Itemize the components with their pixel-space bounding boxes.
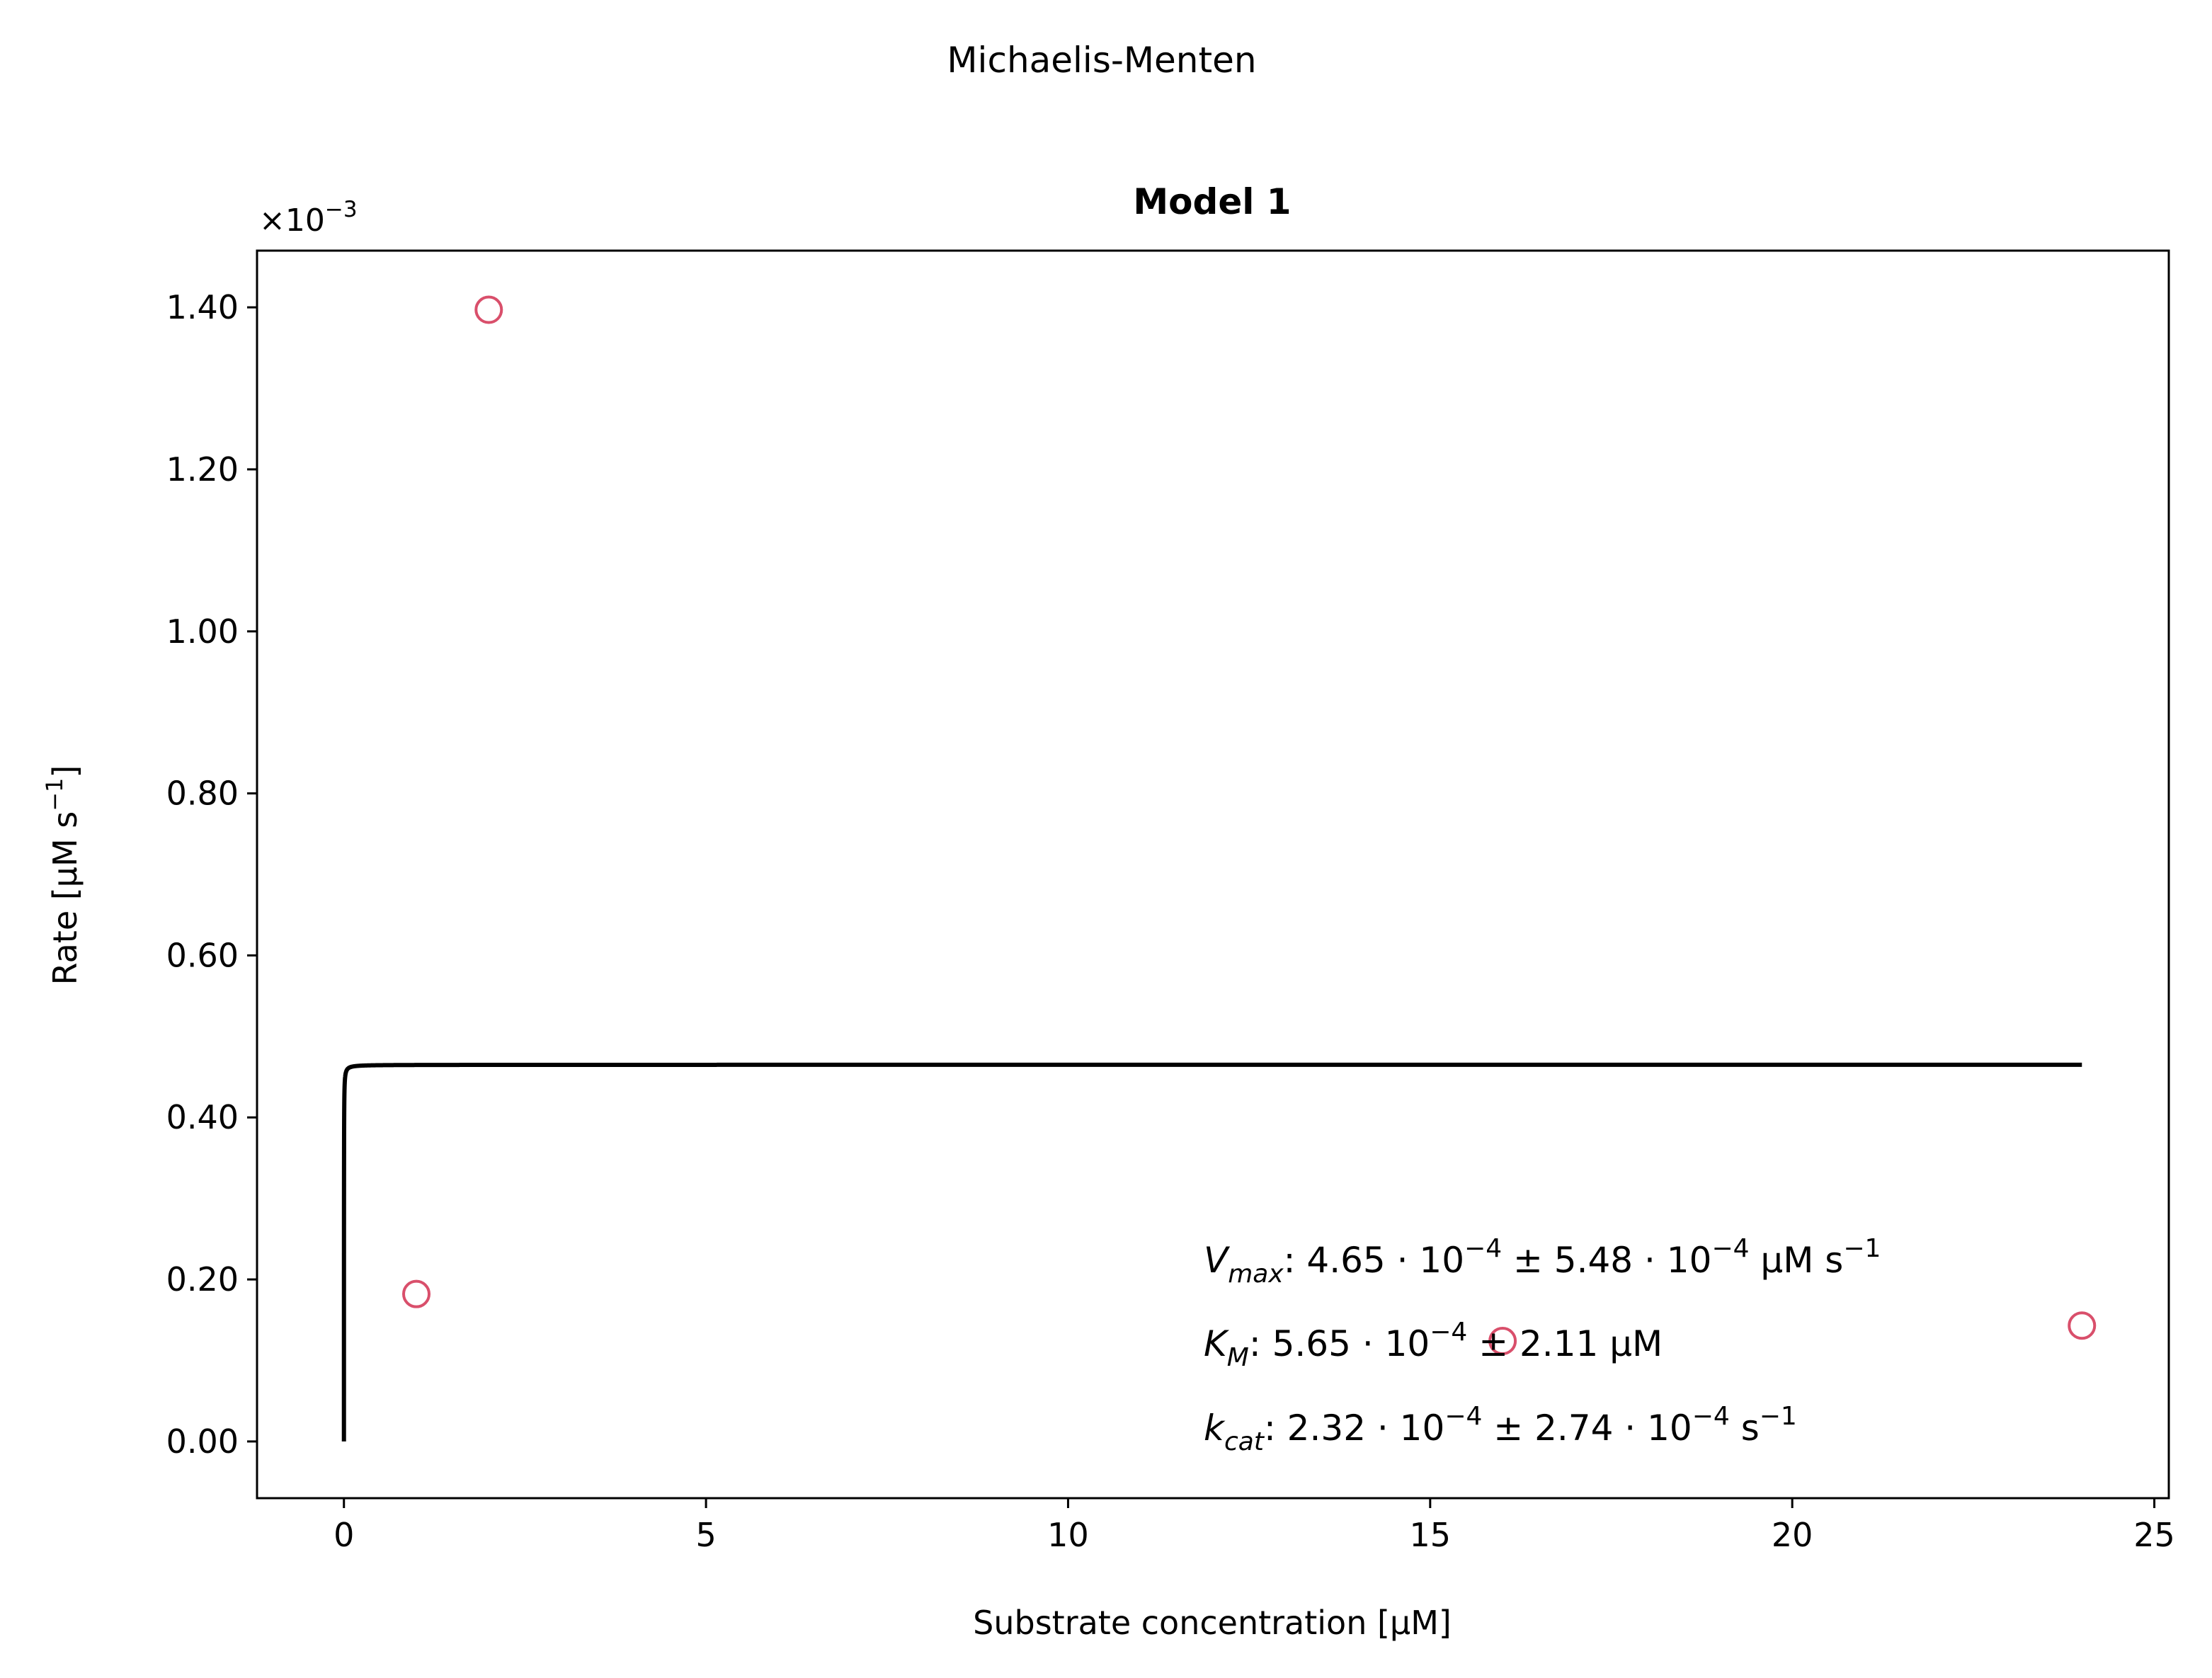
plot-area (341, 295, 2097, 1444)
x-tick-label: 5 (695, 1516, 716, 1554)
y-tick-label: 0.20 (166, 1260, 239, 1299)
fit-parameter-cat: kcat: 2.32 · 10−4 ± 2.74 · 10−4 s−1 (1204, 1402, 1797, 1456)
y-tick-label: 1.20 (166, 450, 239, 489)
x-tick-label: 25 (2133, 1516, 2175, 1554)
data-point (402, 1279, 431, 1308)
y-offset-base: ×10 (259, 202, 325, 239)
fit-curve (341, 1062, 2083, 1444)
fit-parameter-m: KM: 5.65 · 10−4 ± 2.11 μM (1204, 1318, 1663, 1372)
y-axis-ticks: 0.00 0.20 0.40 0.60 0.80 1.00 1.20 1.40 (166, 288, 257, 1461)
x-tick-label: 10 (1047, 1516, 1089, 1554)
y-axis-label-tail: ] (46, 765, 84, 778)
axes-frame (256, 249, 2170, 1500)
y-axis-label: Rate [μM s−1] (41, 765, 84, 986)
y-offset-exponent: −3 (325, 197, 358, 222)
fit-parameters: Vmax: 4.65 · 10−4 ± 5.48 · 10−4 μM s−1 KM… (1204, 1234, 1881, 1456)
y-tick-label: 0.40 (166, 1098, 239, 1136)
data-point (2068, 1311, 2097, 1340)
chart-suptitle: Michaelis-Menten (947, 40, 1256, 81)
fit-parameter-max: Vmax: 4.65 · 10−4 ± 5.48 · 10−4 μM s−1 (1204, 1234, 1881, 1289)
data-point (474, 295, 503, 324)
data-point (1488, 1327, 1517, 1356)
y-tick-label: 0.80 (166, 775, 239, 813)
y-tick-label: 0.00 (166, 1422, 239, 1461)
y-tick-label: 0.60 (166, 936, 239, 974)
y-offset-text: ×10−3 (259, 197, 358, 239)
x-axis-label: Substrate concentration [μM] (973, 1604, 1452, 1642)
chart-title: Model 1 (1133, 181, 1291, 222)
x-axis-ticks: 0 5 10 15 20 25 (333, 1498, 2175, 1554)
y-axis-label-main: Rate [μM s (46, 811, 84, 986)
x-tick-label: 15 (1410, 1516, 1452, 1554)
y-tick-label: 1.40 (166, 288, 239, 326)
x-tick-label: 20 (1772, 1516, 1813, 1554)
y-axis-label-exponent: −1 (41, 778, 68, 811)
y-tick-label: 1.00 (166, 612, 239, 651)
x-tick-label: 0 (333, 1516, 354, 1554)
